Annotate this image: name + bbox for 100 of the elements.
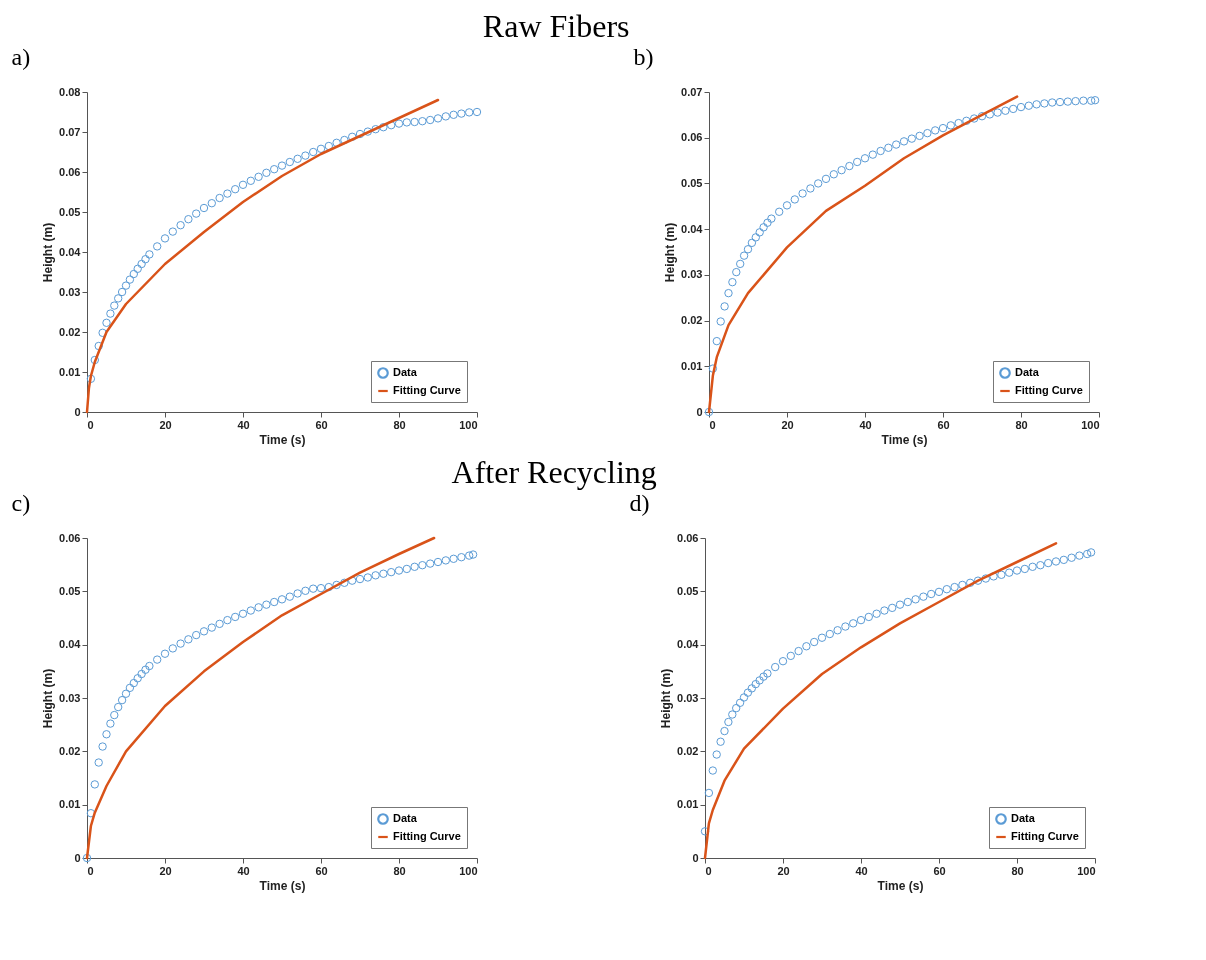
x-tick-label: 60 (315, 418, 328, 431)
point (899, 137, 909, 146)
point (363, 573, 373, 582)
point (751, 679, 760, 689)
point (930, 126, 940, 135)
point (1063, 97, 1073, 106)
point (363, 127, 373, 136)
legend-label: Data (1011, 812, 1036, 824)
point (449, 110, 458, 119)
point (332, 138, 341, 147)
point (133, 674, 142, 683)
point (133, 264, 142, 273)
chart-subtitle: a) (11, 44, 31, 70)
point (308, 584, 318, 593)
point (160, 234, 170, 243)
point (199, 627, 209, 636)
point (1051, 557, 1061, 566)
point (90, 355, 100, 365)
point (230, 612, 240, 622)
point (191, 209, 201, 218)
y-tick-label: 0.03 (59, 285, 81, 298)
point (731, 703, 741, 713)
point (394, 119, 404, 128)
point (720, 302, 729, 311)
point (728, 710, 737, 719)
y-tick-label: 0.06 (677, 531, 699, 544)
point (887, 603, 897, 613)
y-tick-label: 0.04 (59, 638, 82, 651)
x-tick-label: 20 (777, 864, 790, 877)
point (152, 655, 162, 664)
point (102, 730, 111, 739)
point (786, 651, 796, 661)
point (262, 168, 271, 177)
point (402, 118, 412, 127)
point (1086, 96, 1096, 105)
point (837, 165, 846, 175)
x-axis-title: Time (s) (877, 878, 924, 893)
point (763, 669, 772, 678)
y-tick-label: 0.01 (681, 359, 703, 372)
y-tick-label: 0.02 (59, 744, 81, 757)
x-axis-title: Time (s) (259, 878, 306, 893)
point (724, 288, 733, 298)
point (324, 582, 334, 592)
point (907, 134, 917, 143)
point (254, 172, 263, 181)
point (433, 557, 443, 567)
point (1032, 100, 1041, 109)
point (418, 561, 427, 570)
y-tick-label: 0.05 (59, 205, 81, 218)
point (238, 180, 248, 189)
x-tick-label: 100 (459, 418, 478, 431)
point (464, 108, 474, 117)
y-tick-label: 0.06 (681, 131, 703, 144)
point (895, 600, 905, 609)
point (981, 574, 991, 583)
x-tick-label: 0 (87, 864, 94, 877)
x-axis-title: Time (s) (881, 432, 928, 447)
point (732, 267, 741, 277)
point (121, 689, 131, 698)
point (1043, 558, 1053, 568)
point (141, 665, 150, 674)
point (102, 318, 111, 327)
point (371, 571, 380, 580)
point (712, 336, 722, 346)
y-tick-label: 0 (74, 405, 81, 418)
y-tick-label: 0.05 (681, 176, 703, 189)
x-tick-label: 80 (1011, 864, 1024, 877)
point (168, 644, 178, 653)
x-tick-label: 20 (159, 864, 172, 877)
legend-label: Data (393, 366, 418, 378)
point (868, 150, 878, 159)
point (759, 672, 768, 681)
point (934, 587, 944, 597)
point (277, 595, 287, 604)
point (969, 114, 979, 123)
point (86, 374, 96, 383)
point (884, 143, 893, 152)
chart-subtitle: c) (11, 490, 31, 516)
point (751, 233, 761, 242)
point (704, 788, 714, 798)
point (954, 118, 963, 128)
point (230, 185, 240, 194)
point (802, 642, 811, 651)
point (919, 592, 928, 601)
y-axis-title: Height (m) (41, 668, 56, 729)
y-tick-label: 0.06 (59, 165, 81, 178)
x-tick-label: 40 (855, 864, 868, 877)
point (145, 661, 154, 671)
point (207, 199, 217, 208)
point (269, 597, 279, 607)
point (176, 639, 185, 648)
point (137, 259, 146, 269)
y-tick-label: 0.04 (59, 245, 82, 258)
point (798, 189, 807, 198)
point (735, 259, 745, 269)
x-tick-label: 20 (159, 418, 172, 431)
point (141, 255, 150, 264)
point (915, 131, 924, 141)
point (755, 228, 764, 237)
point (324, 141, 334, 151)
